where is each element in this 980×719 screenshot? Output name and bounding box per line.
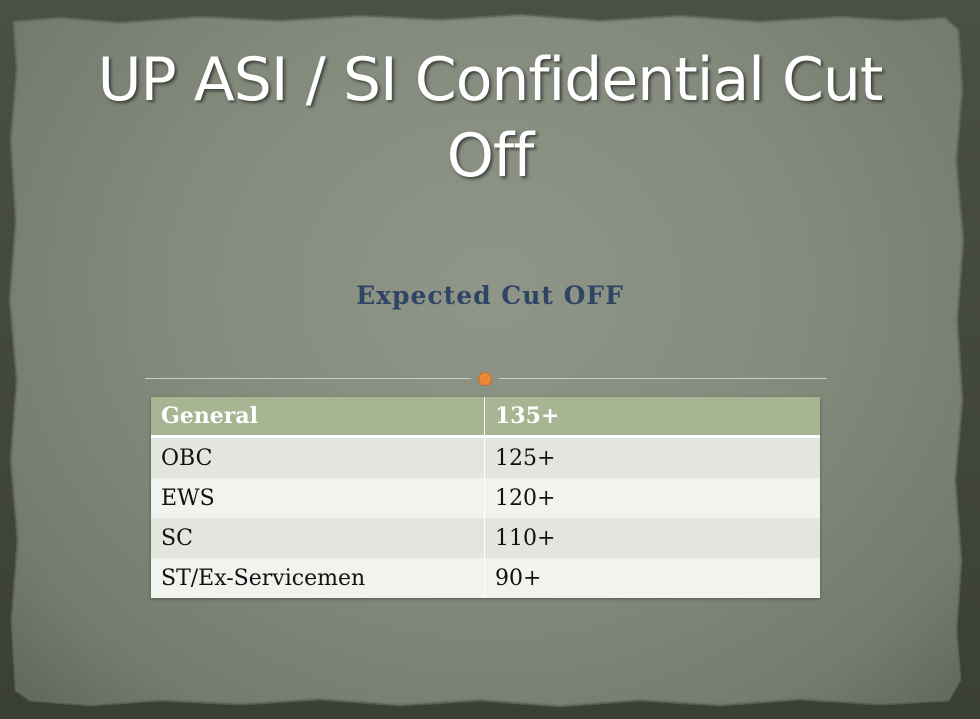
category-cell: ST/Ex-Servicemen bbox=[151, 558, 485, 598]
score-cell: 125+ bbox=[484, 436, 820, 478]
slide-subtitle: Expected Cut OFF bbox=[356, 281, 624, 310]
slide-title: UP ASI / SI Confidential Cut Off bbox=[97, 45, 884, 191]
category-cell: SC bbox=[151, 518, 485, 558]
table-row: OBC 125+ bbox=[151, 436, 820, 478]
table-row: EWS 120+ bbox=[151, 478, 820, 518]
table-row: ST/Ex-Servicemen 90+ bbox=[151, 558, 820, 598]
divider-line-right bbox=[499, 378, 827, 379]
divider bbox=[145, 372, 827, 386]
divider-line-left bbox=[145, 378, 471, 379]
category-cell: EWS bbox=[151, 478, 485, 518]
score-cell: 110+ bbox=[484, 518, 820, 558]
table-row: General 135+ bbox=[151, 397, 820, 438]
divider-dot-icon bbox=[479, 373, 491, 385]
score-cell: 90+ bbox=[484, 558, 820, 598]
score-cell: 120+ bbox=[484, 478, 820, 518]
category-cell: General bbox=[151, 397, 485, 438]
cutoff-table: General 135+ OBC 125+ EWS 120+ SC 110+ S… bbox=[151, 397, 820, 598]
category-cell: OBC bbox=[151, 436, 485, 478]
table-row: SC 110+ bbox=[151, 518, 820, 558]
score-cell: 135+ bbox=[484, 397, 820, 438]
